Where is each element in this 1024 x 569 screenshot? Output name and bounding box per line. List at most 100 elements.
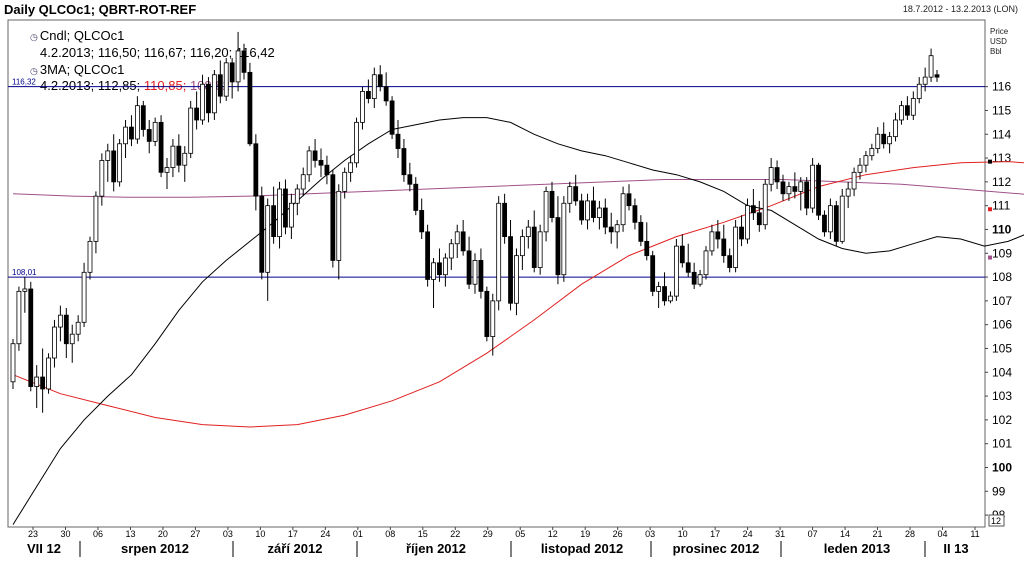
x-tick-label: 31	[775, 529, 785, 539]
candle-body	[774, 167, 780, 183]
candle-body	[395, 133, 401, 149]
y-tick-label: 110	[992, 222, 1012, 236]
candle-body	[158, 121, 164, 173]
candle-body	[300, 174, 306, 190]
candle-body	[626, 193, 632, 207]
candle-body	[10, 343, 16, 383]
x-tick-label: 05	[515, 529, 525, 539]
candle-body	[780, 181, 786, 195]
candle-body	[715, 231, 721, 240]
unit-barrel: Bbl	[990, 47, 1002, 56]
candle-body	[614, 224, 620, 233]
x-tick-label: 19	[580, 529, 590, 539]
candle-body	[537, 231, 543, 268]
clock-icon: ◷	[30, 32, 38, 42]
x-tick-label: 14	[840, 529, 850, 539]
candle-body	[899, 105, 904, 121]
candle-body	[745, 205, 750, 240]
y-tick-label: 103	[992, 389, 1012, 403]
candle-body	[360, 91, 365, 123]
x-tick-label: 23	[28, 529, 38, 539]
candle-body	[644, 240, 650, 257]
candle-body	[371, 74, 377, 99]
y-tick-label: 104	[992, 365, 1012, 379]
candle-body	[934, 74, 940, 78]
candle-body	[478, 260, 484, 292]
candle-body	[40, 376, 46, 390]
candle-body	[111, 150, 117, 183]
candle-body	[466, 250, 472, 285]
x-tick-label: 06	[93, 529, 103, 539]
month-label: srpen 2012	[121, 541, 189, 556]
candle-body	[893, 119, 898, 138]
candle-body	[881, 133, 887, 145]
candle-body	[739, 226, 744, 240]
candle-body	[211, 74, 217, 114]
candle-body	[87, 240, 93, 273]
candle-body	[318, 160, 324, 166]
reference-line-label: 108,01	[12, 268, 37, 277]
candle-body	[786, 186, 792, 195]
candle-body	[608, 226, 614, 233]
y-tick-label: 116	[992, 80, 1011, 94]
x-tick-label: 08	[385, 529, 395, 539]
candle-body	[508, 236, 513, 304]
candle-body	[176, 145, 182, 166]
candle-body	[857, 164, 863, 173]
month-label: září 2012	[268, 541, 323, 556]
candle-body	[105, 150, 111, 161]
candle-body	[407, 174, 413, 185]
ma-mid-value: 110,85;	[143, 78, 187, 93]
candle-body	[69, 333, 75, 345]
candle-body	[117, 143, 123, 183]
candle-body	[916, 83, 922, 99]
candle-body	[727, 255, 733, 268]
candle-body	[312, 150, 318, 161]
axis-corner-label: 12	[991, 516, 1001, 526]
x-tick-label: 22	[450, 529, 460, 539]
candle-body	[620, 193, 626, 226]
candle-body	[188, 107, 194, 154]
x-tick-label: 13	[125, 529, 135, 539]
candle-body	[768, 167, 774, 185]
candle-body	[585, 200, 590, 221]
candle-body	[401, 148, 407, 176]
candle-body	[579, 200, 585, 221]
date-range: 18.7.2012 - 13.2.2013 (LON)	[902, 4, 1018, 14]
y-tick-label: 115	[992, 103, 1011, 117]
candle-body	[816, 164, 821, 216]
candle-body	[851, 171, 857, 190]
candle-body	[93, 195, 99, 242]
month-label: II 13	[943, 541, 968, 556]
x-tick-label: 04	[938, 529, 948, 539]
candle-body	[662, 286, 667, 302]
x-tick-label: 24	[743, 529, 753, 539]
candle-body	[798, 181, 804, 192]
candle-body	[525, 226, 531, 238]
candle-body	[460, 231, 466, 252]
candle-body	[146, 129, 152, 142]
x-tick-label: 10	[678, 529, 688, 539]
candle-body	[324, 164, 330, 176]
candle-body	[46, 357, 51, 390]
legend-ma-label: ◷ 3MA; QLCOc1	[30, 62, 125, 77]
candle-body	[750, 205, 756, 214]
y-tick-label: 102	[992, 413, 1012, 427]
x-tick-label: 30	[60, 529, 70, 539]
candle-body	[437, 262, 442, 276]
candle-body	[164, 167, 170, 173]
candle-body	[229, 62, 235, 83]
candle-body	[342, 171, 348, 192]
x-tick-label: 03	[223, 529, 233, 539]
y-tick-label: 107	[992, 294, 1012, 308]
candle-body	[673, 245, 679, 297]
candle-body	[502, 202, 508, 238]
candle-body	[99, 160, 105, 197]
candle-body	[845, 188, 851, 197]
candle-body	[822, 214, 827, 233]
y-tick-label: 99	[992, 484, 1006, 498]
candle-body	[756, 212, 762, 226]
candle-body	[288, 202, 294, 228]
candle-body	[792, 186, 798, 192]
y-tick-label: 101	[992, 437, 1012, 451]
